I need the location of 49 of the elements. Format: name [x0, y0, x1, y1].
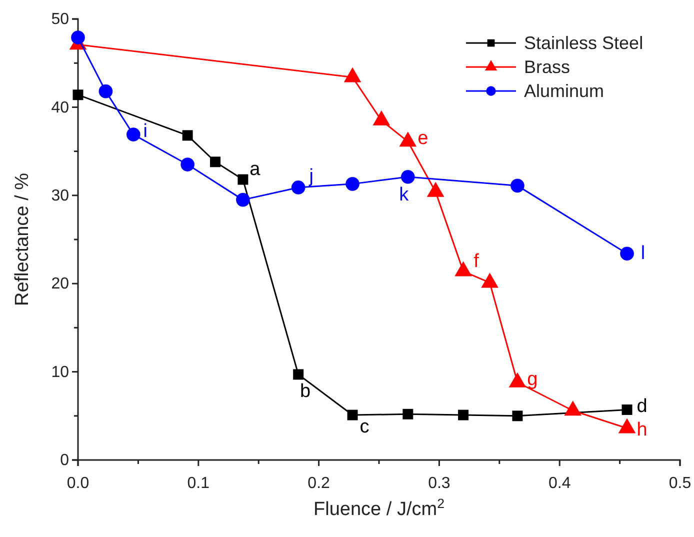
x-tick-label: 0.1 [187, 475, 210, 492]
annotation: e [418, 128, 428, 150]
annotation: d [636, 396, 648, 418]
point [510, 178, 524, 193]
point [236, 192, 250, 207]
annotation: j [308, 166, 314, 187]
point [126, 128, 140, 142]
x-axis-title: Fluence / J/cm$^{2}$ [314, 496, 444, 520]
point [98, 84, 113, 98]
legend-label: Brass [524, 57, 570, 77]
y-tick-label: 10 [51, 364, 70, 381]
point [182, 130, 193, 141]
point [346, 177, 360, 191]
point [293, 369, 304, 380]
annotation: h [636, 420, 648, 441]
y-tick-label: 20 [51, 276, 70, 293]
point [210, 156, 220, 168]
point [402, 408, 414, 420]
point [180, 158, 194, 172]
annotation: b [300, 380, 311, 402]
y-tick-label: 40 [51, 99, 70, 116]
x-tick-label: 0.2 [308, 475, 330, 492]
point [400, 170, 415, 184]
point [72, 90, 84, 100]
y-tick-label: 30 [51, 188, 70, 205]
point [622, 404, 632, 415]
y-tick-label: 50 [51, 11, 70, 28]
point [512, 410, 523, 422]
y-axis-title: Reflectance / % [12, 172, 33, 306]
point [347, 410, 358, 420]
annotation: k [399, 184, 410, 206]
annotation: f [474, 250, 480, 272]
x-tick-label: 0.5 [668, 475, 692, 492]
annotation: i [143, 121, 148, 142]
legend-label: Stainless Steel [524, 33, 644, 53]
y-tick-label: 0 [60, 452, 70, 470]
point [291, 180, 306, 194]
point [620, 246, 634, 261]
point [458, 410, 469, 420]
legend-label: Aluminum [524, 81, 604, 101]
annotation: l [640, 243, 646, 264]
annotation: c [360, 416, 370, 438]
x-tick-label: 0.0 [66, 475, 90, 492]
point [238, 174, 248, 185]
x-tick-label: 0.3 [428, 475, 450, 492]
annotation: g [527, 368, 538, 390]
annotation: a [250, 159, 261, 180]
x-tick-label: 0.4 [548, 475, 571, 492]
point [71, 30, 85, 44]
